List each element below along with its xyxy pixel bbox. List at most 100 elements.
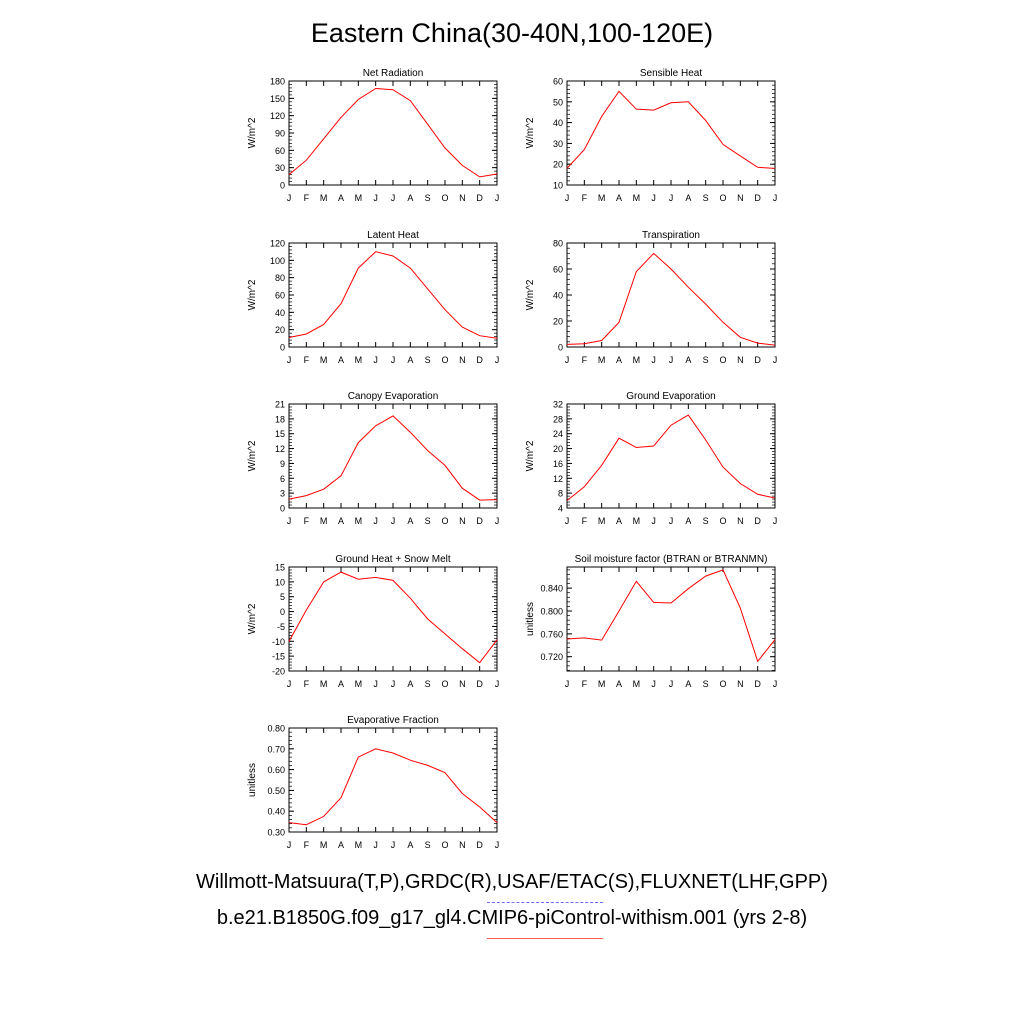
y-tick-label: 10	[553, 181, 563, 191]
x-tick-label: S	[425, 840, 431, 850]
x-tick-label: J	[495, 840, 500, 850]
y-axis-label: W/m^2	[525, 440, 536, 471]
plot-frame	[288, 242, 498, 348]
x-tick-label: F	[304, 355, 310, 365]
series-line-model	[288, 251, 498, 339]
x-tick-label: J	[373, 679, 378, 689]
x-tick-label: N	[737, 355, 744, 365]
x-tick-label: S	[703, 193, 709, 203]
x-tick-label: O	[441, 355, 448, 365]
x-tick-label: M	[633, 355, 641, 365]
y-tick-label: 12	[553, 474, 563, 484]
panel-title: Canopy Evaporation	[348, 391, 439, 402]
legend-model-run: b.e21.B1850G.f09_g17_gl4.CMIP6-piControl…	[216, 907, 808, 929]
y-tick-label: 0	[280, 181, 285, 191]
x-tick-label: J	[495, 679, 500, 689]
panel-title: Evaporative Fraction	[347, 715, 439, 726]
legend-model-line	[487, 938, 603, 939]
x-tick-label: M	[355, 355, 363, 365]
x-tick-label: J	[651, 355, 656, 365]
y-tick-label: 0.760	[540, 629, 563, 639]
x-tick-label: S	[425, 355, 431, 365]
y-tick-label: 5	[280, 592, 285, 602]
x-tick-label: A	[616, 355, 622, 365]
x-tick-label: A	[407, 840, 413, 850]
y-tick-label: 9	[280, 459, 285, 469]
x-tick-label: J	[773, 679, 778, 689]
figure-title: Eastern China(30-40N,100-120E)	[310, 18, 714, 48]
x-tick-label: J	[651, 516, 656, 526]
x-tick-label: M	[633, 516, 641, 526]
x-tick-label: O	[719, 193, 726, 203]
x-tick-label: A	[407, 193, 413, 203]
y-tick-label: 40	[553, 118, 563, 128]
y-tick-label: 0.70	[267, 744, 285, 754]
x-tick-label: A	[685, 355, 691, 365]
x-tick-label: N	[459, 193, 466, 203]
x-tick-label: M	[355, 516, 363, 526]
x-tick-label: O	[441, 516, 448, 526]
x-tick-label: O	[441, 193, 448, 203]
x-tick-label: M	[598, 193, 606, 203]
series-line-model	[288, 571, 498, 664]
x-tick-label: J	[565, 679, 570, 689]
x-tick-label: J	[669, 193, 674, 203]
x-tick-label: A	[407, 679, 413, 689]
y-tick-label: 50	[553, 97, 563, 107]
plot-frame	[288, 80, 498, 186]
y-tick-label: 0	[280, 504, 285, 514]
x-tick-label: N	[737, 679, 744, 689]
x-tick-label: N	[459, 355, 466, 365]
y-tick-label: 30	[275, 163, 285, 173]
y-tick-label: -15	[272, 652, 285, 662]
legend-observations: Willmott-Matsuura(T,P),GRDC(R),USAF/ETAC…	[196, 871, 828, 893]
series-line-model	[566, 252, 776, 346]
y-tick-label: 10	[275, 577, 285, 587]
x-tick-label: J	[287, 355, 292, 365]
y-tick-label: -5	[277, 622, 285, 632]
y-tick-label: 0	[280, 343, 285, 353]
x-tick-label: O	[719, 355, 726, 365]
x-tick-label: M	[633, 193, 641, 203]
x-tick-label: J	[669, 679, 674, 689]
x-tick-label: D	[754, 516, 761, 526]
plot-frame	[566, 80, 776, 186]
x-tick-label: S	[703, 679, 709, 689]
x-tick-label: M	[355, 679, 363, 689]
x-tick-label: M	[355, 840, 363, 850]
y-tick-label: 18	[275, 414, 285, 424]
x-tick-label: A	[616, 516, 622, 526]
series-line-model	[566, 569, 776, 663]
panel-title: Latent Heat	[367, 230, 419, 241]
y-tick-label: 0.720	[540, 652, 563, 662]
x-tick-label: J	[287, 679, 292, 689]
x-tick-label: M	[320, 516, 328, 526]
plot-frame	[566, 242, 776, 348]
y-tick-label: 0.60	[267, 765, 285, 775]
x-tick-label: M	[320, 355, 328, 365]
legend-obs-dash	[487, 902, 603, 903]
x-tick-label: S	[425, 516, 431, 526]
plot-frame	[288, 727, 498, 833]
y-tick-label: 16	[553, 459, 563, 469]
x-tick-label: O	[719, 679, 726, 689]
y-tick-label: 60	[275, 146, 285, 156]
x-tick-label: D	[476, 193, 483, 203]
y-tick-label: 12	[275, 444, 285, 454]
y-tick-label: 8	[558, 489, 563, 499]
y-tick-label: 60	[553, 265, 563, 275]
x-tick-label: J	[287, 193, 292, 203]
x-tick-label: J	[565, 193, 570, 203]
chart-panel-7: Soil moisture factor (BTRAN or BTRANMN) u…	[525, 554, 777, 689]
y-tick-label: 0.50	[267, 786, 285, 796]
panel-title: Sensible Heat	[640, 68, 702, 79]
y-tick-label: 0	[558, 343, 563, 353]
x-tick-label: A	[685, 516, 691, 526]
x-tick-label: J	[495, 516, 500, 526]
x-tick-label: J	[773, 193, 778, 203]
x-tick-label: M	[320, 193, 328, 203]
